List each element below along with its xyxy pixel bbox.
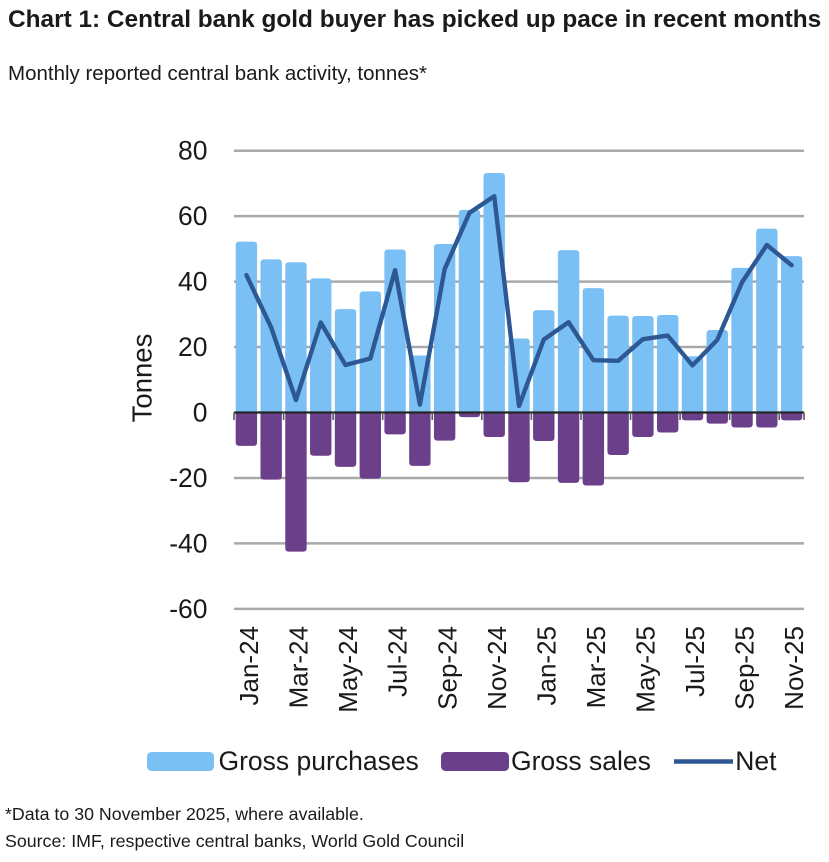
svg-text:Gross purchases: Gross purchases <box>219 746 419 776</box>
svg-text:-60: -60 <box>169 594 207 624</box>
svg-text:80: 80 <box>178 136 207 166</box>
svg-text:Jan-24: Jan-24 <box>234 626 264 706</box>
svg-text:Jul-24: Jul-24 <box>383 626 413 697</box>
svg-text:Mar-25: Mar-25 <box>581 626 611 708</box>
svg-text:Mar-24: Mar-24 <box>284 626 314 708</box>
svg-text:May-24: May-24 <box>333 626 363 713</box>
svg-text:Nov-25: Nov-25 <box>779 626 809 710</box>
svg-text:60: 60 <box>178 201 207 231</box>
svg-text:0: 0 <box>193 398 208 428</box>
svg-text:Sep-24: Sep-24 <box>432 626 462 710</box>
svg-text:Jul-25: Jul-25 <box>680 626 710 697</box>
svg-text:Sep-25: Sep-25 <box>730 626 760 710</box>
svg-text:Tonnes: Tonnes <box>127 334 158 423</box>
svg-text:Jan-25: Jan-25 <box>531 626 561 706</box>
svg-text:May-25: May-25 <box>631 626 661 713</box>
svg-text:20: 20 <box>178 332 207 362</box>
svg-text:Nov-24: Nov-24 <box>482 626 512 710</box>
svg-text:Net: Net <box>735 746 777 776</box>
svg-text:-40: -40 <box>169 528 207 558</box>
svg-text:-20: -20 <box>169 463 207 493</box>
svg-text:40: 40 <box>178 267 207 297</box>
svg-text:Gross sales: Gross sales <box>511 746 651 776</box>
